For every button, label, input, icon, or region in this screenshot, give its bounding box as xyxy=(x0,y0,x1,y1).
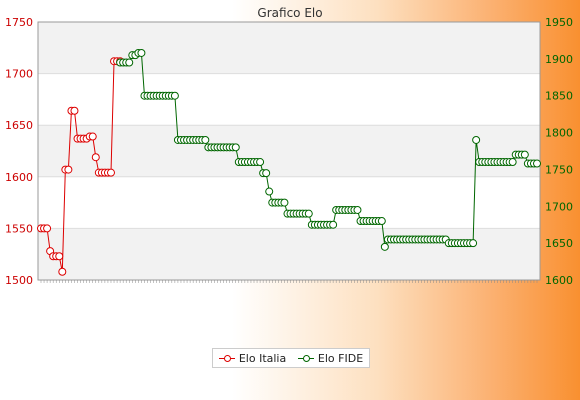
right-tick-label: 1850 xyxy=(545,90,573,103)
data-point-fide xyxy=(472,135,481,144)
left-tick-label: 1750 xyxy=(5,16,33,29)
data-point-italia xyxy=(55,252,64,261)
grid-lines xyxy=(37,21,541,281)
data-point-fide xyxy=(201,135,210,144)
plot-band xyxy=(38,125,540,177)
data-point-fide xyxy=(377,217,386,226)
legend-swatch-italia xyxy=(218,353,235,363)
left-tick-label: 1600 xyxy=(5,171,33,184)
right-tick-label: 1700 xyxy=(545,200,573,213)
left-tick-label: 1650 xyxy=(5,119,33,132)
series-elo-fide xyxy=(116,48,541,251)
plot-band xyxy=(38,22,540,74)
x-axis xyxy=(40,280,538,283)
right-tick-label: 1950 xyxy=(545,16,573,29)
right-tick-label: 1600 xyxy=(545,274,573,287)
chart-title: Grafico Elo xyxy=(257,6,322,20)
data-point-fide xyxy=(280,198,289,207)
left-tick-label: 1700 xyxy=(5,68,33,81)
right-tick-label: 1650 xyxy=(545,237,573,250)
legend-item-elo-italia: Elo Italia xyxy=(218,351,287,365)
right-tick-label: 1800 xyxy=(545,127,573,140)
legend-swatch-fide xyxy=(297,353,314,363)
legend: Elo Italia Elo FIDE xyxy=(212,348,370,368)
data-point-fide xyxy=(304,209,313,218)
data-point-fide xyxy=(125,58,134,67)
data-point-fide xyxy=(137,48,146,57)
plot-band xyxy=(38,228,540,280)
left-axis: 1500 1550 1600 1650 1700 1750 xyxy=(5,16,33,287)
legend-label-fide: Elo FIDE xyxy=(317,351,364,365)
data-point-italia xyxy=(64,165,73,174)
data-point-italia xyxy=(91,153,100,162)
right-tick-label: 1900 xyxy=(545,53,573,66)
data-point-italia xyxy=(58,267,67,276)
data-point-fide xyxy=(256,158,265,167)
data-point-italia xyxy=(43,224,52,233)
data-point-fide xyxy=(353,205,362,214)
legend-label-italia: Elo Italia xyxy=(238,351,287,365)
right-axis: 1600 1650 1700 1750 1800 1850 1900 1950 xyxy=(545,16,573,287)
data-point-fide xyxy=(520,150,529,159)
data-point-fide xyxy=(231,143,240,152)
data-point-fide xyxy=(469,239,478,248)
legend-item-elo-fide: Elo FIDE xyxy=(297,351,364,365)
data-point-fide xyxy=(508,158,517,167)
data-point-fide xyxy=(265,187,274,196)
data-point-fide xyxy=(262,169,271,178)
plot-border xyxy=(37,21,541,281)
plot-area xyxy=(38,22,540,280)
series-elo-italia xyxy=(37,57,125,276)
data-point-italia xyxy=(106,168,115,177)
data-point-italia xyxy=(70,106,79,115)
data-point-fide xyxy=(329,220,338,229)
data-point-fide xyxy=(533,159,541,168)
left-tick-label: 1550 xyxy=(5,222,33,235)
left-tick-label: 1500 xyxy=(5,274,33,287)
data-point-fide xyxy=(380,242,389,251)
data-point-fide xyxy=(170,91,179,100)
right-tick-label: 1750 xyxy=(545,163,573,176)
data-point-italia xyxy=(88,132,97,141)
